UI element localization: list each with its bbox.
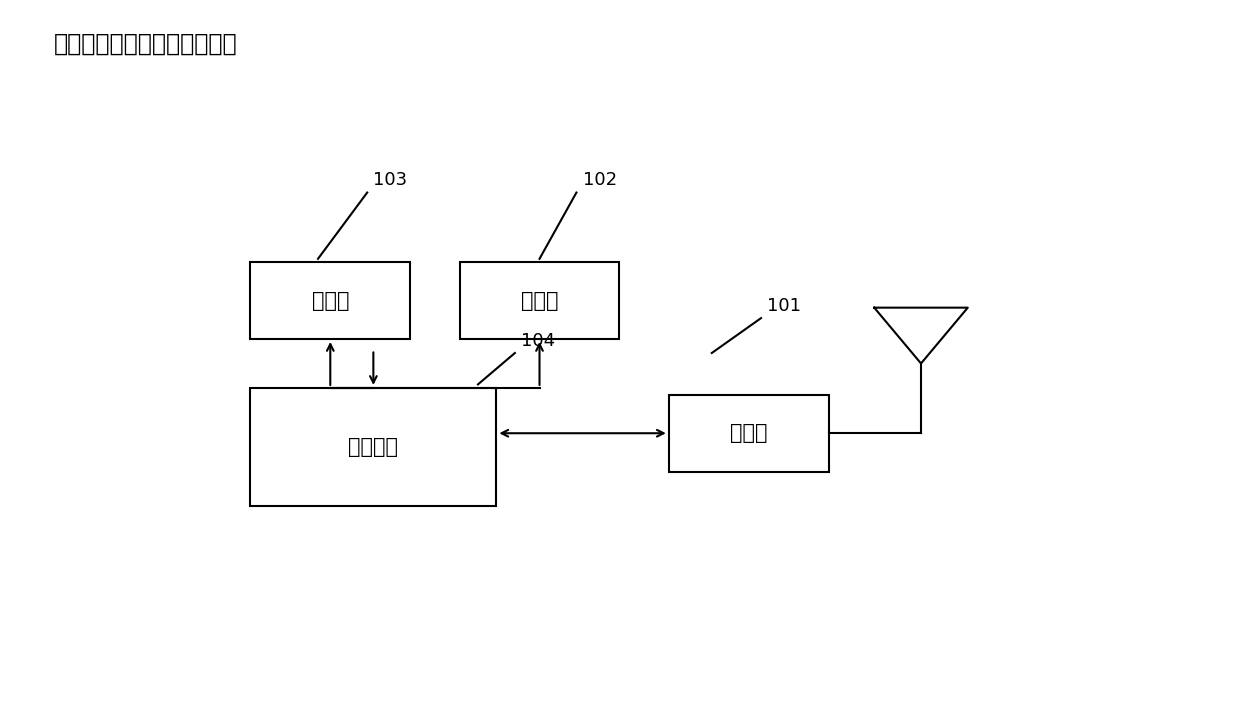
Bar xyxy=(669,395,829,472)
Text: 104: 104 xyxy=(522,332,555,349)
Text: 处理器: 处理器 xyxy=(311,291,349,311)
Text: 收发机: 收发机 xyxy=(730,423,767,443)
Bar xyxy=(460,263,620,339)
Text: 存储器: 存储器 xyxy=(520,291,559,311)
Bar xyxy=(250,263,410,339)
Text: 总线接口: 总线接口 xyxy=(348,437,399,457)
Text: 101: 101 xyxy=(767,297,802,315)
Text: 102: 102 xyxy=(582,171,617,189)
Text: 103: 103 xyxy=(373,171,408,189)
Bar xyxy=(250,388,497,506)
Text: 光模块故障诊断和预警的系统: 光模块故障诊断和预警的系统 xyxy=(53,32,237,56)
